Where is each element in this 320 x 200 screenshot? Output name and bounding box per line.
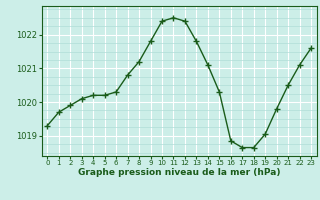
X-axis label: Graphe pression niveau de la mer (hPa): Graphe pression niveau de la mer (hPa) [78, 168, 280, 177]
